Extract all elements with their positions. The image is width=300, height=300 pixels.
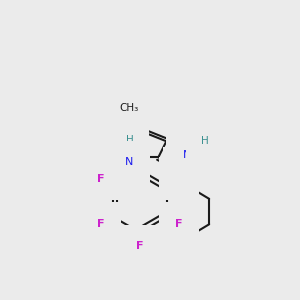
Text: N: N [183, 149, 191, 160]
Text: O: O [180, 164, 189, 173]
Text: F: F [175, 174, 183, 184]
Text: H: H [201, 136, 209, 146]
Text: F: F [97, 219, 104, 229]
Text: F: F [175, 219, 183, 229]
Text: CH₃: CH₃ [120, 103, 139, 112]
Text: N: N [125, 158, 134, 167]
Text: H: H [126, 135, 134, 145]
Text: N: N [115, 135, 123, 145]
Text: F: F [136, 242, 144, 251]
Text: F: F [97, 174, 104, 184]
